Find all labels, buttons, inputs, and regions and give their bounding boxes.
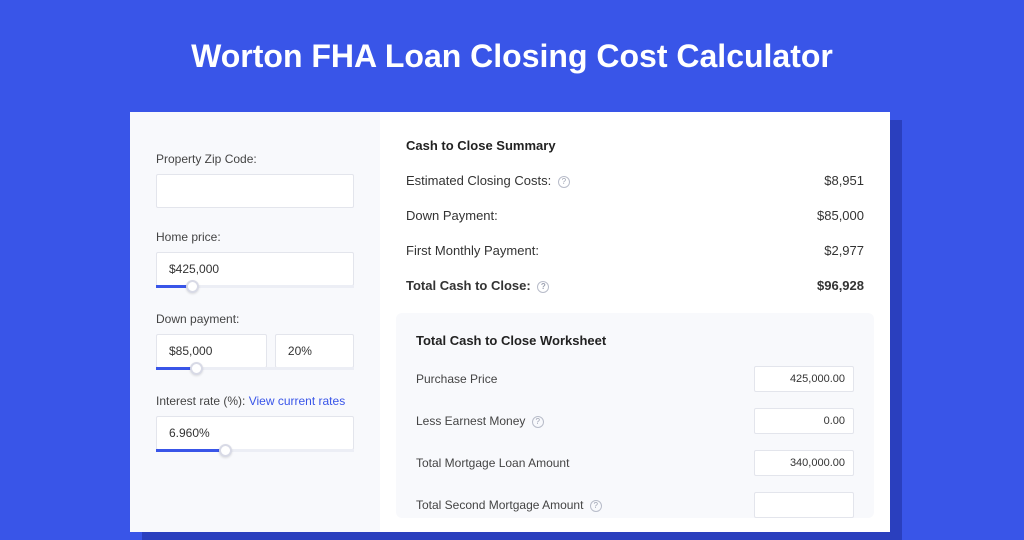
worksheet-row: Less Earnest Money ? 0.00 — [416, 408, 854, 434]
home-price-field-group: Home price: — [156, 230, 354, 286]
interest-input[interactable] — [156, 416, 354, 450]
summary-total-label: Total Cash to Close: — [406, 278, 531, 293]
interest-field-group: Interest rate (%): View current rates — [156, 394, 354, 450]
summary-label: Down Payment: — [406, 208, 498, 223]
slider-thumb-icon[interactable] — [190, 362, 203, 375]
calculator-card: Property Zip Code: Home price: Down paym… — [130, 112, 890, 532]
down-payment-input[interactable] — [156, 334, 267, 368]
worksheet-value[interactable]: 0.00 — [754, 408, 854, 434]
inputs-panel: Property Zip Code: Home price: Down paym… — [130, 112, 380, 532]
slider-thumb-icon[interactable] — [219, 444, 232, 457]
home-price-input[interactable] — [156, 252, 354, 286]
summary-row: Down Payment: $85,000 — [406, 208, 864, 223]
worksheet-value[interactable]: 340,000.00 — [754, 450, 854, 476]
worksheet-row: Total Mortgage Loan Amount 340,000.00 — [416, 450, 854, 476]
down-payment-field-group: Down payment: — [156, 312, 354, 368]
zip-label: Property Zip Code: — [156, 152, 354, 166]
interest-slider[interactable] — [156, 449, 354, 452]
worksheet-row: Total Second Mortgage Amount ? — [416, 492, 854, 518]
help-icon[interactable]: ? — [590, 500, 602, 512]
zip-field-group: Property Zip Code: — [156, 152, 354, 208]
help-icon[interactable]: ? — [532, 416, 544, 428]
summary-title: Cash to Close Summary — [406, 138, 864, 153]
down-payment-label: Down payment: — [156, 312, 354, 326]
interest-label-text: Interest rate (%): — [156, 394, 249, 408]
worksheet-label: Total Second Mortgage Amount — [416, 498, 583, 512]
zip-input[interactable] — [156, 174, 354, 208]
worksheet-label: Less Earnest Money — [416, 414, 525, 428]
summary-value: $2,977 — [824, 243, 864, 258]
summary-total-value: $96,928 — [817, 278, 864, 293]
page-title: Worton FHA Loan Closing Cost Calculator — [0, 0, 1024, 103]
worksheet-title: Total Cash to Close Worksheet — [416, 333, 854, 348]
view-rates-link[interactable]: View current rates — [249, 394, 346, 408]
summary-total-row: Total Cash to Close: ? $96,928 — [406, 278, 864, 293]
home-price-slider[interactable] — [156, 285, 354, 288]
summary-label: First Monthly Payment: — [406, 243, 539, 258]
summary-row: Estimated Closing Costs: ? $8,951 — [406, 173, 864, 188]
worksheet-value[interactable] — [754, 492, 854, 518]
results-panel: Cash to Close Summary Estimated Closing … — [380, 112, 890, 532]
interest-label: Interest rate (%): View current rates — [156, 394, 354, 408]
home-price-label: Home price: — [156, 230, 354, 244]
help-icon[interactable]: ? — [537, 281, 549, 293]
summary-value: $85,000 — [817, 208, 864, 223]
worksheet-row: Purchase Price 425,000.00 — [416, 366, 854, 392]
summary-row: First Monthly Payment: $2,977 — [406, 243, 864, 258]
summary-label: Estimated Closing Costs: — [406, 173, 551, 188]
slider-thumb-icon[interactable] — [186, 280, 199, 293]
summary-value: $8,951 — [824, 173, 864, 188]
worksheet-label: Total Mortgage Loan Amount — [416, 456, 569, 470]
worksheet-label: Purchase Price — [416, 372, 497, 386]
help-icon[interactable]: ? — [558, 176, 570, 188]
down-payment-pct-input[interactable] — [275, 334, 354, 368]
worksheet-panel: Total Cash to Close Worksheet Purchase P… — [396, 313, 874, 518]
worksheet-value[interactable]: 425,000.00 — [754, 366, 854, 392]
down-payment-slider[interactable] — [156, 367, 354, 370]
